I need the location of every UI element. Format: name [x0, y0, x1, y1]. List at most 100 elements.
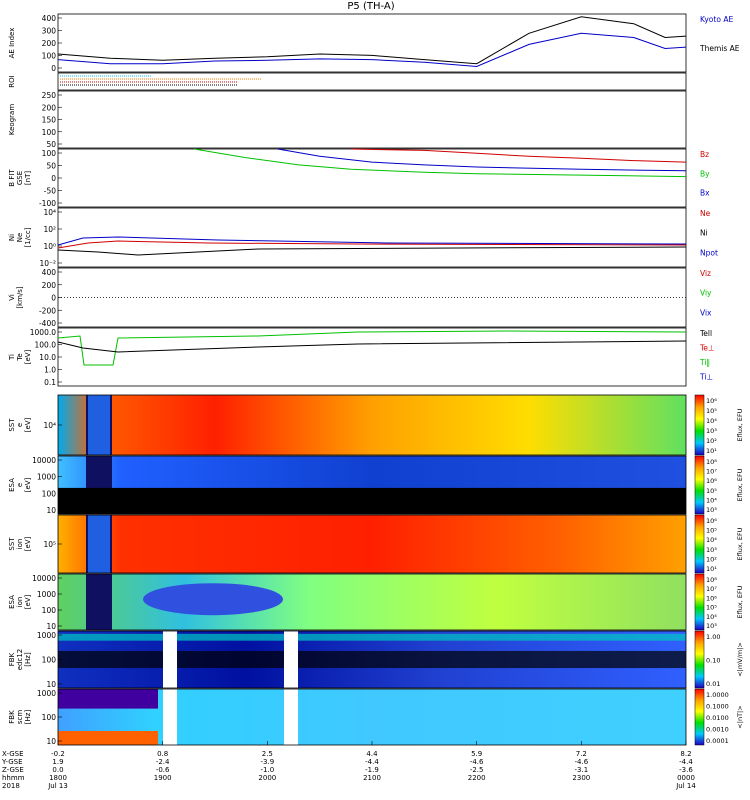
y-tick-label: 200: [42, 281, 57, 290]
x-tick-label: 7.2: [576, 750, 587, 758]
y-tick-label: 50: [46, 162, 56, 171]
y-axis-label: Ni: [8, 234, 16, 241]
x-tick-label: 1900: [154, 774, 172, 782]
x-tick-label: -2.4: [156, 758, 170, 766]
colorbar-tick-label: 10⁶: [706, 397, 717, 405]
y-axis-label: [eV]: [24, 477, 32, 492]
colorbar-tick-label: 10⁸: [706, 576, 717, 584]
fbk-gap-2: [284, 689, 298, 745]
series-kyoto-ae: [57, 32, 687, 68]
y-tick-label: 1000.0: [30, 328, 56, 337]
y-tick-label: 1000: [37, 590, 56, 599]
y-tick-label: 100: [42, 489, 57, 498]
y-tick-label: 1.0: [44, 366, 56, 375]
x-tick-label: 0.8: [157, 750, 168, 758]
y-tick-label: 0: [51, 64, 56, 73]
colorbar-tick-label: 1.0000: [706, 691, 729, 699]
x-row-label: 2018: [2, 782, 20, 790]
y-tick-label: -200: [39, 306, 56, 315]
series-te: [57, 340, 687, 353]
legend-entry: Te⊥: [699, 344, 714, 353]
y-axis-label: e: [16, 483, 24, 487]
panel-frame: [57, 455, 687, 515]
legend-entry: Themis AE: [699, 44, 740, 53]
y-axis-label: [nT]: [24, 171, 32, 185]
x-tick-label: 2200: [468, 774, 486, 782]
y-tick-label: 300: [42, 27, 57, 36]
x-tick-label: 1.9: [52, 758, 63, 766]
fbk-gap-1: [163, 689, 177, 745]
x-tick-label: 2000: [258, 774, 276, 782]
x-tick-label: -1.0: [260, 766, 274, 774]
colorbar-tick-label: 10⁴: [706, 613, 717, 621]
x-tick-label: 0000: [677, 774, 695, 782]
y-tick-label: 10²: [43, 225, 56, 234]
colorbar-tick-label: 10⁷: [706, 468, 717, 476]
legend-entry: Ne: [700, 209, 711, 218]
y-tick-label: 400: [42, 14, 57, 23]
colorbar-label: <|mV/m|>: [736, 642, 744, 677]
colorbar: [694, 630, 705, 689]
colorbar-tick-label: 10¹: [706, 447, 717, 455]
y-axis-label: [Hz]: [24, 652, 32, 667]
x-tick-label: 1800: [49, 774, 67, 782]
colorbar-tick-label: 10⁵: [706, 604, 717, 612]
y-tick-label: 100: [42, 606, 57, 615]
colorbar-tick-label: 10²: [706, 555, 717, 563]
y-axis-label: Te: [16, 353, 24, 361]
colorbar-label: Eflux, EFU: [736, 468, 744, 501]
y-axis-label: ion: [16, 539, 24, 550]
legend-entry: By: [700, 169, 710, 178]
legend-entry: Viz: [700, 269, 711, 278]
colorbar-tick-label: 10³: [706, 427, 717, 435]
colorbar-tick-label: 10⁵: [706, 487, 717, 495]
y-axis-label: Ne: [16, 233, 24, 243]
y-tick-label: 100.0: [35, 341, 57, 350]
panel-temp: Ti Te [eV] 1000.0 100.0 10.0 1.0 0.1 Tell Te⊥ Ti‖ T…: [8, 327, 714, 387]
x-row-label: Z-GSE: [2, 766, 24, 774]
y-axis-label: ESA: [8, 595, 16, 609]
x-tick-label: Jul 14: [675, 782, 696, 790]
y-tick-label: -100: [39, 199, 56, 208]
y-tick-label: 10000: [32, 456, 56, 465]
y-axis-label: FBK: [8, 710, 16, 724]
colorbar-tick-label: 10⁴: [706, 536, 717, 544]
spectrogram-sst_i: [58, 515, 686, 573]
y-axis-label: ROI: [8, 75, 16, 87]
x-tick-label: -1.9: [365, 766, 379, 774]
colorbar-tick-label: 10⁷: [706, 585, 717, 593]
series-npot: [57, 236, 687, 246]
spectrogram-sst_e: [58, 395, 686, 455]
legend-entry: Vix: [700, 308, 712, 317]
colorbar-tick-label: 1.00: [706, 633, 720, 641]
legend-entry: Npot: [700, 248, 718, 257]
y-axis-label: ESA: [8, 478, 16, 492]
x-tick-label: -3.1: [574, 766, 588, 774]
y-tick-label: 0: [51, 174, 56, 183]
colorbar-tick-label: 0.0001: [706, 737, 729, 745]
x-tick-label: 8.2: [680, 750, 691, 758]
series-themis-ae: [57, 16, 687, 65]
y-tick-label: 10⁵: [43, 540, 56, 549]
y-tick-label: 10: [46, 737, 56, 746]
series-ni: [57, 246, 687, 256]
colorbar-tick-label: 0.01: [706, 680, 720, 688]
panel-frame: [57, 267, 687, 328]
panel-esa_i: ESA ion [eV] 10000 1000 100 10: [8, 573, 687, 631]
y-tick-label: 100: [42, 128, 57, 137]
fbk-high-freq-band: [58, 689, 158, 709]
y-tick-label: 10⁻²: [39, 259, 56, 268]
colorbar-label: <|nT|>: [736, 705, 744, 728]
y-axis-label: [eV]: [24, 417, 32, 432]
y-axis-label: [eV]: [24, 349, 32, 364]
x-row-label: Y-GSE: [1, 758, 23, 766]
colorbar-tick-label: 10⁵: [706, 527, 717, 535]
y-axis-label: ion: [16, 597, 24, 608]
colorbar-tick-label: 10⁴: [706, 496, 717, 504]
y-tick-label: -400: [39, 319, 56, 328]
y-axis-label: [Hz]: [24, 710, 32, 725]
colorbar-tick-label: 10³: [706, 506, 717, 514]
y-axis-label: B FIT: [8, 169, 16, 187]
y-axis-label: Keogram: [8, 104, 16, 135]
y-tick-label: 100: [42, 52, 57, 61]
